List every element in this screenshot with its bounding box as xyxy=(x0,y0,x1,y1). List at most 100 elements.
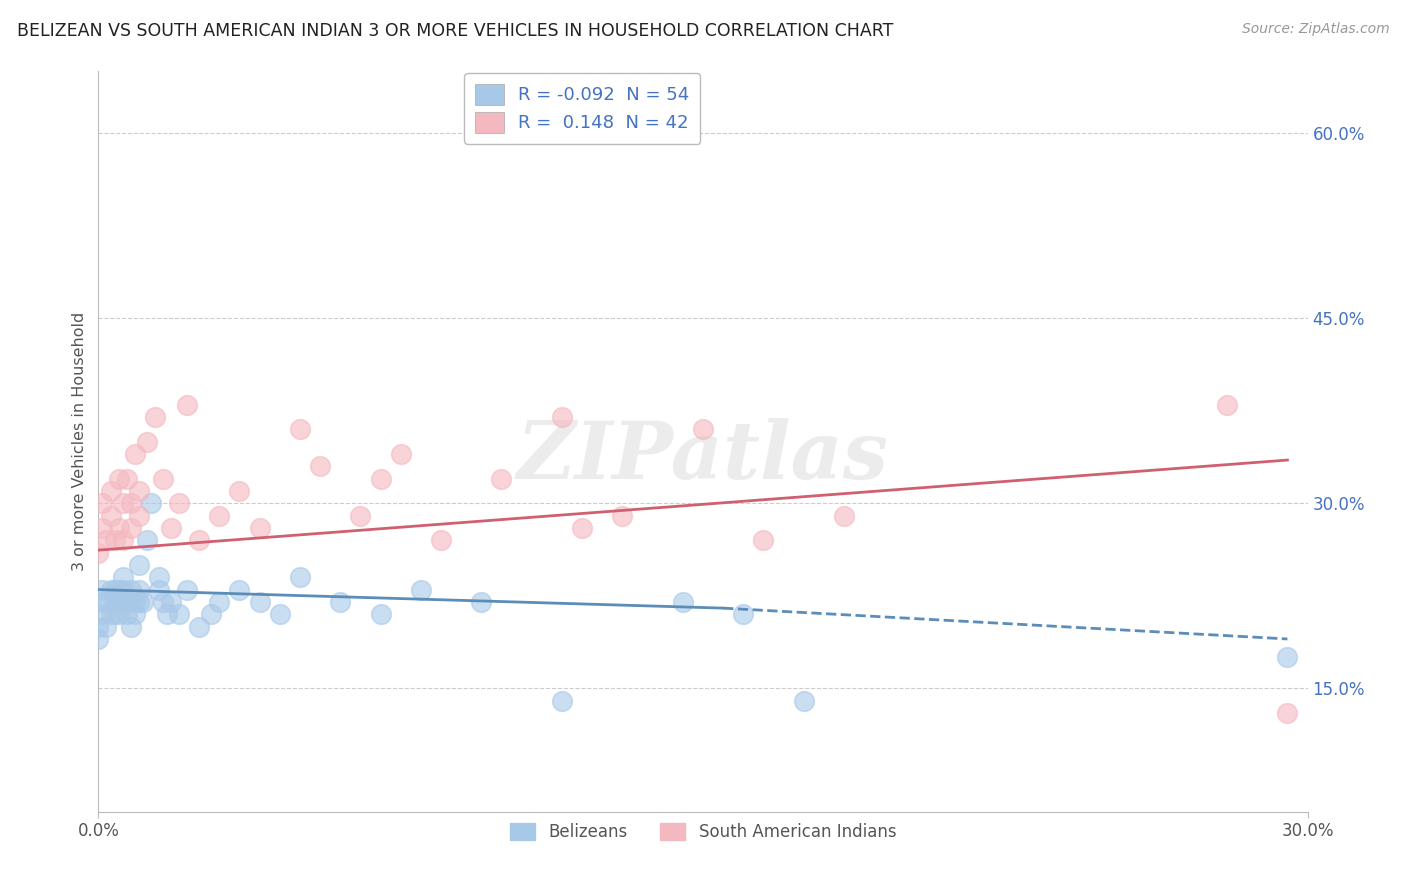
Point xyxy=(96,533,118,548)
Point xyxy=(120,496,142,510)
Point xyxy=(135,533,157,548)
Point xyxy=(188,533,211,548)
Point xyxy=(111,533,134,548)
Point xyxy=(100,483,122,498)
Point xyxy=(1277,650,1299,665)
Point xyxy=(96,595,118,609)
Point xyxy=(208,595,231,609)
Point xyxy=(124,447,146,461)
Point xyxy=(288,570,311,584)
Point xyxy=(103,582,125,597)
Point xyxy=(1216,398,1239,412)
Point xyxy=(91,582,114,597)
Point xyxy=(111,595,134,609)
Point xyxy=(120,619,142,633)
Point xyxy=(152,595,174,609)
Point xyxy=(148,570,170,584)
Legend: Belizeans, South American Indians: Belizeans, South American Indians xyxy=(503,816,903,847)
Point xyxy=(124,607,146,622)
Point xyxy=(111,570,134,584)
Point xyxy=(107,607,129,622)
Point xyxy=(551,409,574,424)
Point xyxy=(100,508,122,523)
Point xyxy=(571,521,593,535)
Point xyxy=(269,607,291,622)
Point xyxy=(832,508,855,523)
Point xyxy=(100,582,122,597)
Point xyxy=(111,496,134,510)
Point xyxy=(128,582,150,597)
Point xyxy=(551,694,574,708)
Point xyxy=(132,595,155,609)
Point xyxy=(107,595,129,609)
Point xyxy=(470,595,492,609)
Point xyxy=(115,471,138,485)
Point xyxy=(128,483,150,498)
Point xyxy=(176,398,198,412)
Point xyxy=(156,607,179,622)
Point xyxy=(752,533,775,548)
Point xyxy=(103,607,125,622)
Point xyxy=(160,521,183,535)
Point xyxy=(87,545,110,560)
Point xyxy=(160,595,183,609)
Point xyxy=(87,632,110,646)
Point xyxy=(143,409,166,424)
Point xyxy=(103,595,125,609)
Point xyxy=(107,582,129,597)
Text: ZIPatlas: ZIPatlas xyxy=(517,417,889,495)
Point xyxy=(491,471,513,485)
Point xyxy=(249,595,271,609)
Point xyxy=(91,607,114,622)
Point xyxy=(107,595,129,609)
Point xyxy=(115,607,138,622)
Point xyxy=(100,607,122,622)
Point xyxy=(167,496,190,510)
Point xyxy=(124,595,146,609)
Point xyxy=(111,582,134,597)
Point xyxy=(1277,706,1299,720)
Point xyxy=(167,607,190,622)
Point xyxy=(96,619,118,633)
Point xyxy=(87,619,110,633)
Point xyxy=(370,607,392,622)
Y-axis label: 3 or more Vehicles in Household: 3 or more Vehicles in Household xyxy=(72,312,87,571)
Point xyxy=(128,508,150,523)
Point xyxy=(249,521,271,535)
Point xyxy=(733,607,755,622)
Point xyxy=(228,582,250,597)
Point xyxy=(128,595,150,609)
Point xyxy=(139,496,162,510)
Point xyxy=(309,459,332,474)
Point xyxy=(692,422,714,436)
Point xyxy=(91,521,114,535)
Point xyxy=(349,508,371,523)
Point xyxy=(288,422,311,436)
Point xyxy=(612,508,634,523)
Point xyxy=(115,595,138,609)
Point xyxy=(128,558,150,572)
Point xyxy=(409,582,432,597)
Point xyxy=(148,582,170,597)
Point xyxy=(152,471,174,485)
Text: Source: ZipAtlas.com: Source: ZipAtlas.com xyxy=(1241,22,1389,37)
Point xyxy=(107,471,129,485)
Point xyxy=(120,582,142,597)
Point xyxy=(370,471,392,485)
Point xyxy=(228,483,250,498)
Point xyxy=(329,595,352,609)
Point xyxy=(200,607,222,622)
Point xyxy=(430,533,453,548)
Point xyxy=(107,521,129,535)
Point xyxy=(91,496,114,510)
Point xyxy=(672,595,695,609)
Point xyxy=(87,595,110,609)
Point xyxy=(793,694,815,708)
Point xyxy=(389,447,412,461)
Point xyxy=(120,521,142,535)
Point xyxy=(135,434,157,449)
Point xyxy=(176,582,198,597)
Point xyxy=(188,619,211,633)
Text: BELIZEAN VS SOUTH AMERICAN INDIAN 3 OR MORE VEHICLES IN HOUSEHOLD CORRELATION CH: BELIZEAN VS SOUTH AMERICAN INDIAN 3 OR M… xyxy=(17,22,893,40)
Point xyxy=(103,533,125,548)
